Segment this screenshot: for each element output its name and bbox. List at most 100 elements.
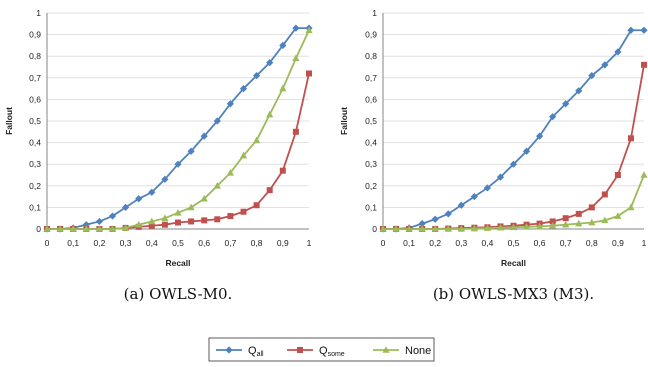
x-axis-title: Recall xyxy=(165,258,190,268)
y-axis-title: Fallout xyxy=(339,107,349,135)
legend-label: None xyxy=(405,345,431,357)
legend: Qall Qsome None xyxy=(208,337,435,362)
x-tick-label: 0 xyxy=(381,238,386,248)
chart-caption: (b) OWLS-MX3 (M3). xyxy=(433,285,594,303)
x-axis-title: Recall xyxy=(501,258,526,268)
data-point xyxy=(627,26,635,34)
y-tick-label: 0,6 xyxy=(29,94,41,104)
legend-marker xyxy=(225,346,233,354)
data-point xyxy=(509,223,518,231)
data-point xyxy=(108,225,117,232)
data-point xyxy=(392,225,400,232)
y-tick-label: 0,1 xyxy=(365,202,377,212)
data-point xyxy=(292,24,300,32)
data-point xyxy=(279,167,286,174)
series-q-all xyxy=(379,26,648,233)
y-tick-label: 0,2 xyxy=(29,181,41,191)
x-tick-label: 0,5 xyxy=(508,238,520,248)
data-point xyxy=(279,84,287,92)
data-point xyxy=(418,225,426,232)
x-tick-label: 0,7 xyxy=(224,238,236,248)
x-tick-label: 1 xyxy=(307,238,312,248)
series-line xyxy=(383,29,644,230)
x-tick-label: 0,3 xyxy=(120,238,132,248)
data-point xyxy=(135,220,143,228)
data-point xyxy=(188,218,195,225)
data-point xyxy=(470,193,478,201)
legend-entry: None xyxy=(373,345,431,357)
data-point xyxy=(522,147,531,155)
data-point xyxy=(509,160,518,168)
chart-1: 0 0,1 0,2 0,3 0,4 0,5 0,6 0,7 0,8 0,9 1 0 0,1 0,2 0,3 0… xyxy=(4,8,313,303)
data-point xyxy=(240,208,247,215)
legend-label-main: Q xyxy=(319,345,328,357)
data-point xyxy=(305,26,313,34)
legend-label-sub: all xyxy=(257,351,264,358)
data-point xyxy=(292,54,300,62)
data-point xyxy=(187,147,195,155)
data-point xyxy=(457,201,465,209)
data-point xyxy=(549,113,557,121)
data-point xyxy=(213,182,221,189)
legend-label: Qsome xyxy=(319,345,345,358)
data-point xyxy=(614,172,621,178)
data-point xyxy=(200,132,208,140)
y-tick-label: 0,2 xyxy=(365,181,377,191)
data-point xyxy=(227,213,234,220)
data-point xyxy=(627,135,634,142)
data-point xyxy=(253,202,260,209)
y-tick-label: 0,8 xyxy=(29,51,41,61)
data-point xyxy=(306,70,312,77)
data-point xyxy=(562,220,570,228)
x-tick-label: 0,9 xyxy=(612,238,624,248)
data-point xyxy=(200,194,208,202)
legend-marker xyxy=(297,347,303,353)
data-point xyxy=(496,173,505,181)
x-tick-label: 0,2 xyxy=(93,238,105,248)
legend-label-main: None xyxy=(405,345,431,357)
data-point xyxy=(239,85,248,93)
charts: 0 0,1 0,2 0,3 0,4 0,5 0,6 0,7 0,8 0,9 1 0 0,1 0,2 0,3 0… xyxy=(4,8,648,303)
chart-2: 0 0,1 0,2 0,3 0,4 0,5 0,6 0,7 0,8 0,9 1 0 0,1 0,2 0,3 0… xyxy=(339,8,648,303)
data-point xyxy=(614,212,622,219)
data-point xyxy=(405,225,413,232)
legend-entry: Qall xyxy=(216,345,264,358)
data-point xyxy=(266,59,274,67)
data-point xyxy=(69,225,77,232)
data-point xyxy=(562,215,569,222)
series-none xyxy=(379,171,648,232)
y-tick-label: 0,5 xyxy=(29,116,41,126)
data-point xyxy=(641,61,647,68)
data-point xyxy=(379,225,387,232)
data-point xyxy=(56,225,64,232)
data-point xyxy=(253,72,261,80)
y-tick-label: 0,3 xyxy=(29,159,41,169)
data-point xyxy=(148,217,156,225)
x-tick-label: 0,6 xyxy=(198,238,210,248)
data-point xyxy=(226,169,234,176)
series-line xyxy=(383,64,645,230)
data-point xyxy=(575,219,583,227)
data-point xyxy=(253,136,261,144)
data-point xyxy=(187,203,195,211)
data-point xyxy=(174,209,182,216)
data-point xyxy=(135,195,143,203)
y-tick-label: 1 xyxy=(372,8,377,18)
y-tick-label: 0,7 xyxy=(29,73,41,83)
data-point xyxy=(292,128,299,135)
y-tick-label: 0,4 xyxy=(29,138,41,148)
x-tick-label: 0,8 xyxy=(251,238,263,248)
data-point xyxy=(627,203,635,211)
data-point xyxy=(588,204,595,211)
data-point xyxy=(214,216,221,223)
legend-label-sub: some xyxy=(328,351,345,358)
data-point xyxy=(175,219,181,226)
x-tick-label: 0,9 xyxy=(277,238,289,248)
y-tick-label: 0,5 xyxy=(365,116,377,126)
data-point xyxy=(536,132,544,140)
legend-label-main: Q xyxy=(248,345,257,357)
data-point xyxy=(575,210,582,217)
data-point xyxy=(457,225,465,232)
legend-box xyxy=(208,337,435,362)
